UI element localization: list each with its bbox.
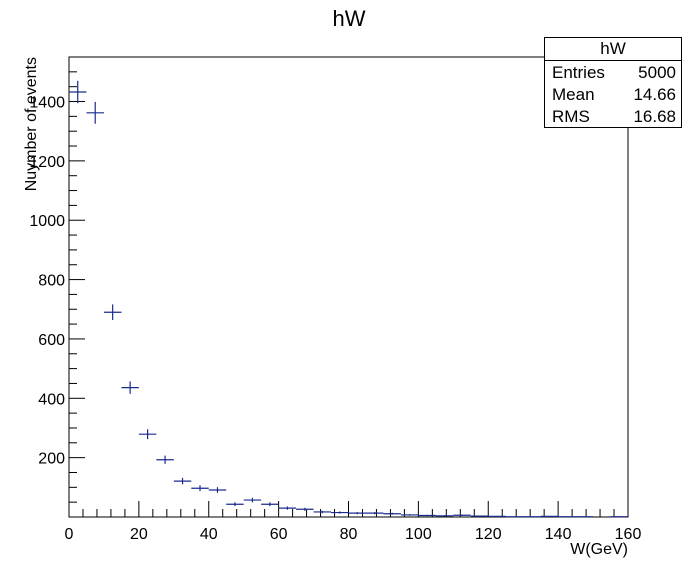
stats-value: 5000 <box>638 63 676 82</box>
histogram-bin <box>331 511 349 514</box>
x-tick-label: 40 <box>200 526 218 543</box>
chart-title: hW <box>332 6 366 31</box>
stats-row-rms: RMS 16.68 <box>545 105 681 127</box>
histogram-bin <box>418 514 436 517</box>
histogram-bin <box>313 510 332 514</box>
histogram-bin <box>138 429 157 440</box>
y-tick-label: 1200 <box>29 154 65 171</box>
histogram-bin <box>69 80 87 104</box>
stats-label: Mean <box>552 85 595 104</box>
x-tick-label: 0 <box>65 526 74 543</box>
x-axis-label: W(GeV) <box>570 541 628 558</box>
histogram-bin <box>365 512 384 515</box>
histogram-bin <box>226 502 244 507</box>
histogram-bin <box>173 477 192 485</box>
histogram-bin <box>348 512 366 515</box>
histogram-bin <box>208 487 227 493</box>
histogram-bin <box>610 516 628 518</box>
x-tick-label: 80 <box>340 526 358 543</box>
stats-box: hW Entries 5000 Mean 14.66 RMS 16.68 <box>544 37 682 128</box>
x-tick-label: 20 <box>130 526 148 543</box>
x-tick-label: 60 <box>270 526 288 543</box>
histogram-bin <box>191 485 209 492</box>
stats-label: Entries <box>552 63 605 82</box>
histogram-bin <box>488 515 506 518</box>
histogram-bin <box>400 514 419 516</box>
histogram-bin <box>523 516 541 518</box>
y-tick-label: 1000 <box>29 213 65 230</box>
x-tick-label: 140 <box>545 526 572 543</box>
y-tick-label: 1400 <box>29 95 65 112</box>
histogram-bin <box>453 514 471 516</box>
histogram-bin <box>261 502 279 507</box>
histogram-bin <box>470 515 489 517</box>
x-axis-ticks: 0 20 40 60 80 100 120 140 160 <box>65 501 642 543</box>
histogram-bin <box>103 304 122 321</box>
stats-value: 16.68 <box>633 107 676 126</box>
data-points <box>69 80 628 518</box>
histogram-bin <box>575 516 594 518</box>
y-tick-label: 600 <box>38 332 65 349</box>
y-axis-label: Nuymber of events <box>23 57 40 191</box>
stats-label: RMS <box>552 107 590 126</box>
histogram-bin <box>435 515 454 517</box>
histogram-bin <box>383 512 401 515</box>
histogram-bin <box>86 101 104 124</box>
y-axis-ticks: 200 400 600 800 1000 1200 1400 <box>29 71 85 503</box>
x-tick-label: 160 <box>615 526 642 543</box>
stats-row-entries: Entries 5000 <box>545 61 681 83</box>
histogram-bin <box>558 516 576 518</box>
histogram-bin <box>121 381 139 394</box>
x-tick-label: 100 <box>405 526 432 543</box>
histogram-bin <box>296 507 314 511</box>
histogram-bin <box>540 515 559 518</box>
stats-row-mean: Mean 14.66 <box>545 83 681 105</box>
y-tick-label: 200 <box>38 451 65 468</box>
y-tick-label: 800 <box>38 273 65 290</box>
histogram-bin <box>243 497 262 503</box>
x-tick-label: 120 <box>475 526 502 543</box>
histogram-bin <box>156 455 174 464</box>
histogram-bin <box>505 516 524 518</box>
y-tick-label: 400 <box>38 391 65 408</box>
stats-value: 14.66 <box>633 85 676 104</box>
histogram-bin <box>278 506 297 510</box>
stats-title: hW <box>545 38 681 61</box>
